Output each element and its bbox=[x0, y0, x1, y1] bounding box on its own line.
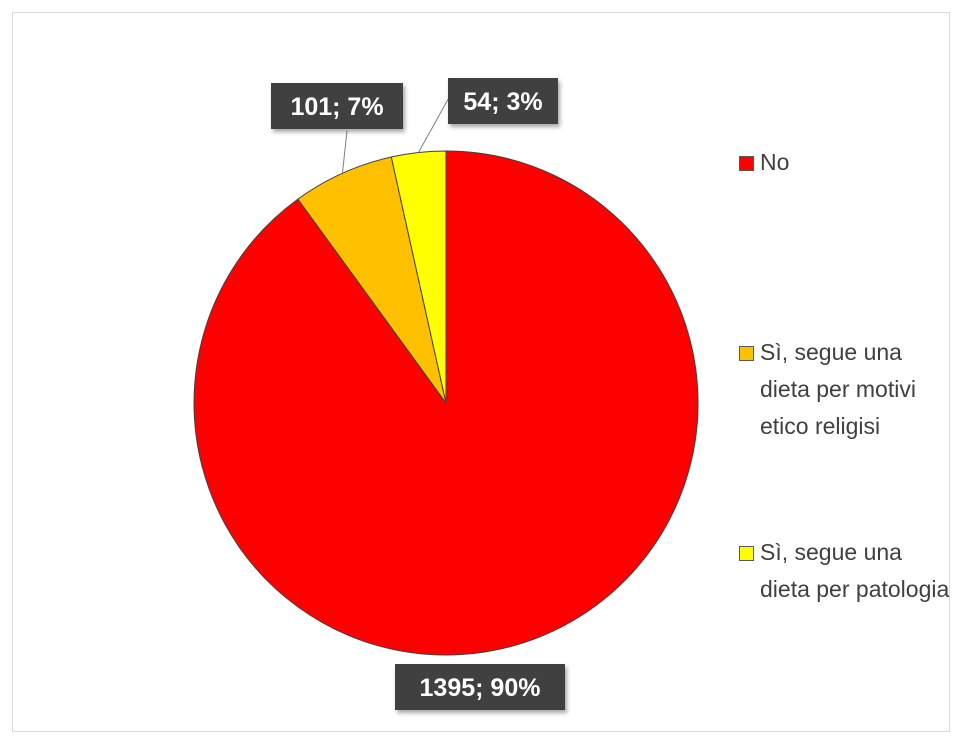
legend-label-no: No bbox=[760, 149, 790, 175]
data-label-box bbox=[395, 664, 565, 710]
data-label-box bbox=[448, 78, 558, 124]
legend-swatch-motivi-etico-religiosi bbox=[739, 346, 754, 361]
leader-line bbox=[341, 130, 348, 174]
data-label-text: 54; 3% bbox=[463, 88, 542, 116]
legend-label-motivi-etico-religiosi: Sì, segue una dieta per motivi etico rel… bbox=[760, 339, 916, 439]
data-label-motivi-etico-religiosi: 101; 7% bbox=[271, 83, 403, 129]
slice-patologia[interactable] bbox=[390, 150, 447, 404]
data-label-box bbox=[271, 83, 403, 129]
legend-swatch-patologia bbox=[739, 546, 754, 561]
data-label-text: 101; 7% bbox=[290, 93, 383, 121]
data-label-no: 1395; 90% bbox=[395, 664, 565, 710]
data-label-text: 1395; 90% bbox=[420, 674, 541, 702]
data-label-patologia: 54; 3% bbox=[448, 78, 558, 124]
legend-label-patologia: Sì, segue una dieta per patologia bbox=[760, 539, 950, 602]
legend-swatch-no bbox=[739, 156, 754, 171]
